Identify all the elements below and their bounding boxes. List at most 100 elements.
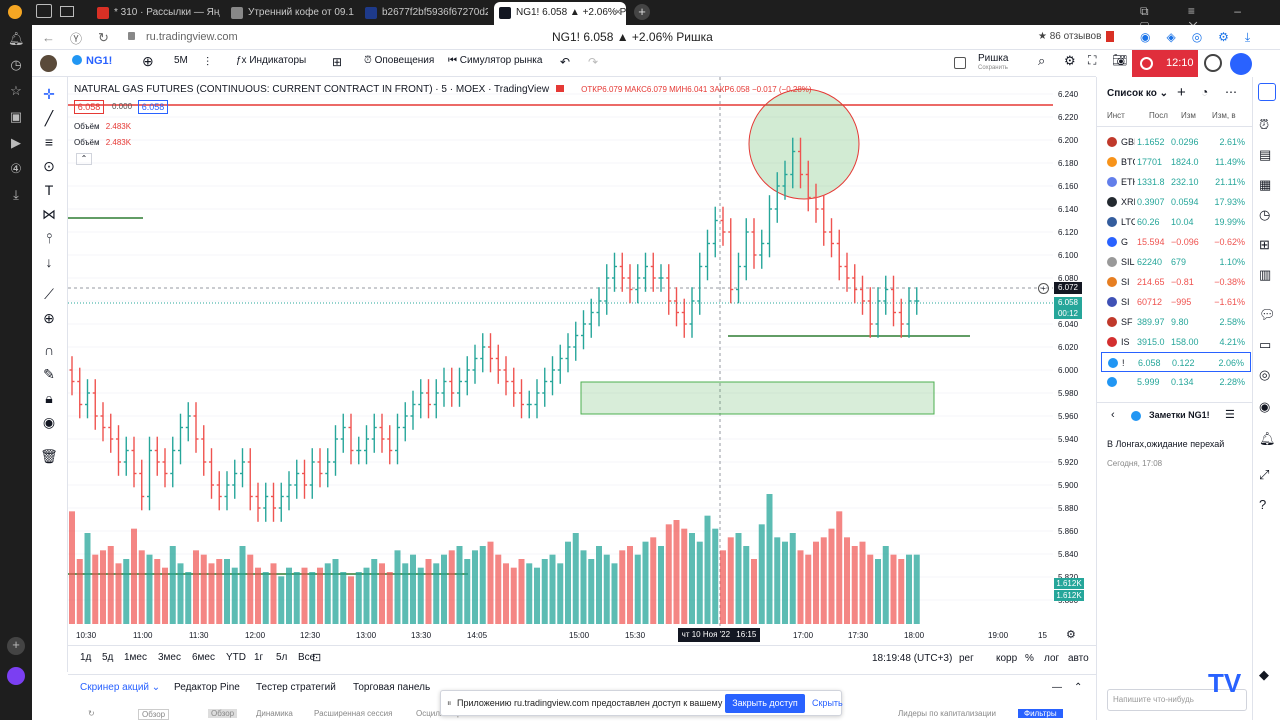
watchlist-row[interactable]: ETH1331.8 232.10 21.11% (1101, 172, 1251, 192)
layers-icon[interactable]: ◆ (1259, 667, 1269, 682)
play-icon[interactable]: ▶ (11, 135, 21, 150)
watchlist-layout-icon[interactable]: ◔ (1201, 85, 1209, 99)
compare-icon[interactable]: ⊕ (142, 53, 154, 69)
tab-strategy-tester[interactable]: Тестер стратегий (256, 682, 336, 693)
dom-icon[interactable]: ⤢ (1259, 467, 1270, 482)
timeframe-8[interactable]: Все (298, 652, 316, 663)
add-panel-button[interactable]: + (7, 637, 25, 655)
forecast-icon[interactable]: ⫯ (45, 230, 53, 246)
tab-trading-panel[interactable]: Торговая панель (353, 682, 431, 693)
lock-icon[interactable]: 🔒︎ (45, 390, 53, 406)
tab-mail[interactable]: * 310 · Рассылки — Яндекс (92, 2, 220, 25)
notifications-icon[interactable]: 🔔︎ (1259, 431, 1276, 446)
calendar-icon[interactable]: ◷ (1259, 207, 1271, 222)
news-icon[interactable]: ▥ (1259, 267, 1272, 282)
extensions-icons[interactable]: ◉◈◎⚙⤓ (1140, 30, 1267, 44)
fib-icon[interactable]: ≡ (44, 134, 54, 150)
timeframe-5[interactable]: YTD (226, 652, 246, 663)
timeframe-1[interactable]: 5д (102, 652, 114, 663)
watchlist-more-icon[interactable]: ⋯ (1225, 85, 1237, 99)
alice-icon[interactable] (7, 667, 25, 685)
watchlist-row[interactable]: SI 60712 −995 −1.61% (1101, 292, 1251, 312)
layout-name[interactable]: Ришка (978, 53, 1009, 64)
hide-button[interactable]: Скрыть (812, 698, 843, 708)
clock-time[interactable]: 18:19:48 (UTC+3) (872, 653, 953, 664)
symbol-search-button[interactable]: NG1! (72, 55, 112, 67)
new-tab-button[interactable]: + (634, 4, 650, 20)
brush-icon[interactable]: ⊙ (43, 158, 55, 174)
watchlist-row[interactable]: LTC 60.26 10.04 19.99% (1101, 212, 1251, 232)
streams-icon[interactable]: ◎ (1259, 367, 1271, 382)
search-icon[interactable]: ⌕ (1038, 53, 1046, 68)
data-window-icon[interactable]: ▤ (1259, 147, 1272, 162)
pattern-icon[interactable]: ⋈ (42, 206, 56, 222)
timeframe-7[interactable]: 5л (276, 652, 288, 663)
arrow-down-icon[interactable]: ↓ (45, 254, 53, 270)
watchlist-row[interactable]: SIL 62240 679 1.10% (1101, 252, 1251, 272)
interval-button[interactable]: 5M (174, 55, 188, 66)
watchlist-title[interactable]: Список ко ⌄ (1107, 88, 1168, 99)
tab-pine-editor[interactable]: Редактор Pine (174, 682, 240, 693)
watchlist-row[interactable]: SI 214.65 −0.81 −0.38% (1101, 272, 1251, 292)
tab-tradingview[interactable]: NG1! 6.058 ▲ +2.06% Р × (494, 2, 626, 25)
pause-record-button[interactable] (1204, 54, 1222, 72)
redo-icon[interactable]: ↷ (588, 55, 599, 69)
screener-tab-extended[interactable]: Расширенная сессия (314, 709, 393, 718)
reload-icon[interactable]: ↻ (98, 30, 109, 45)
hotlist-icon[interactable]: ▦ (1259, 177, 1272, 192)
text-icon[interactable]: T (44, 182, 54, 198)
download-icon[interactable]: ⤓ (13, 187, 19, 202)
add-symbol-icon[interactable]: + (1177, 84, 1186, 101)
messages-icon[interactable]: ▭ (1259, 337, 1272, 352)
camera-icon[interactable]: 📷︎ (1112, 53, 1128, 67)
trendline-icon[interactable]: ╱ (44, 110, 54, 126)
broadcast-icon[interactable]: ◉ (1259, 399, 1271, 414)
ruler-icon[interactable]: ⟋ (44, 286, 54, 302)
note-input[interactable]: Напишите что-нибудь (1107, 689, 1247, 711)
ask-box[interactable]: 6.058 (138, 100, 168, 114)
col-last[interactable]: Посл (1149, 111, 1168, 120)
yandex-icon[interactable]: Ⓨ (70, 32, 83, 46)
tabs-icon[interactable] (36, 4, 52, 18)
col-change-pct[interactable]: Изм, в (1212, 111, 1236, 120)
legend-title[interactable]: NATURAL GAS FUTURES (CONTINUOUS: CURRENT… (74, 84, 550, 95)
trash-icon[interactable]: 🗑︎ (40, 448, 58, 464)
magnet-icon[interactable]: ∩ (43, 342, 55, 358)
timeframe-2[interactable]: 1мес (124, 652, 147, 663)
bell-icon[interactable]: 🔔︎ (8, 31, 25, 46)
fullscreen-icon[interactable]: ⛶ (1088, 53, 1097, 67)
screener-tab-performance[interactable]: Динамика (256, 709, 293, 718)
back-icon[interactable]: ‹ (1111, 409, 1115, 421)
price-chart[interactable]: 6.240 6.220 6.200 6.180 6.160 6.140 6.120 6.100… (68, 77, 1096, 645)
col-change[interactable]: Изм (1181, 111, 1196, 120)
eye-icon[interactable]: ◉ (42, 414, 56, 430)
back-icon[interactable]: ← (42, 30, 55, 45)
tab-hash[interactable]: b2677f2bf5936f67270d29d (360, 2, 488, 25)
watchlist-row[interactable]: BTC17701 1824.0 11.49% (1101, 152, 1251, 172)
timeframe-3[interactable]: 3мес (158, 652, 181, 663)
watchlist-icon[interactable] (1258, 83, 1276, 101)
adjust-toggle[interactable]: корр (996, 653, 1018, 664)
undo-icon[interactable]: ↶ (560, 55, 571, 69)
maximize-panel-icon[interactable]: ⌃ (1074, 682, 1083, 693)
screener-tab-overview[interactable]: Обзор (208, 709, 238, 718)
volume-legend-1[interactable]: Объём 2.483K (74, 122, 131, 131)
stop-record-icon[interactable] (1140, 57, 1153, 70)
ideas-icon[interactable]: ⊞ (1259, 237, 1270, 252)
notes-list-icon[interactable]: ☰ (1225, 409, 1235, 421)
layout-checkbox-icon[interactable] (954, 57, 966, 69)
browser-logo-icon[interactable] (8, 5, 22, 19)
percent-toggle[interactable]: % (1025, 653, 1034, 664)
chat-icon[interactable]: 💬︎ (1259, 307, 1276, 322)
tab-coffee[interactable]: Утренний кофе от 09.11 (226, 2, 354, 25)
chart-pane[interactable]: 6.240 6.220 6.200 6.180 6.160 6.140 6.120 6.100… (68, 77, 1096, 645)
mic-button[interactable] (1230, 53, 1252, 75)
watchlist-row[interactable]: G 15.594 −0.096 −0.62% (1101, 232, 1251, 252)
chart-type-icon[interactable]: ⫶ (206, 55, 210, 69)
star-icon[interactable]: ☆ (10, 83, 22, 98)
bid-box[interactable]: 6.058 (74, 100, 104, 114)
add-alert-icon[interactable]: + (1038, 283, 1049, 294)
session-toggle[interactable]: рег (959, 653, 974, 664)
screener-view-select[interactable]: Обзор (138, 709, 170, 720)
help-icon[interactable]: ? (1259, 497, 1267, 512)
